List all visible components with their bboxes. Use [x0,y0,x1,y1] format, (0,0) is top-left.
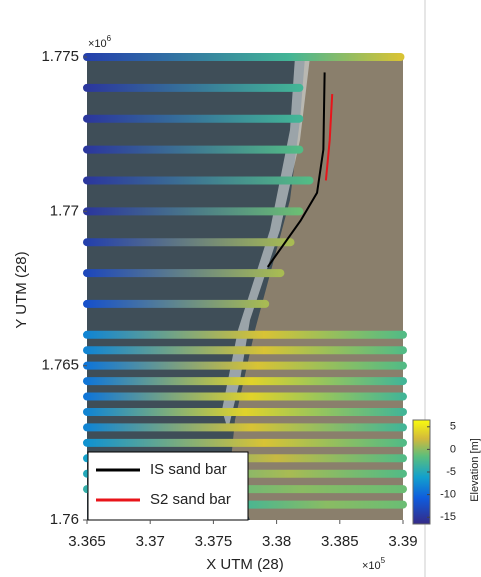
y-tick-label: 1.77 [50,202,79,219]
y-axis-label: Y UTM (28) [13,251,30,328]
x-multiplier-base: ×10 [362,560,381,572]
chart: ×106 ×105 X UTM (28) Y UTM (28) Elevatio… [0,0,481,577]
colorbar-label: Elevation [m] [469,438,481,502]
x-tick-label: 3.39 [388,533,417,550]
y-multiplier-power: 6 [107,34,112,43]
legend: IS sand bar S2 sand bar [88,452,248,520]
x-tick-label: 3.38 [262,533,291,550]
x-tick-label: 3.375 [195,533,233,550]
x-axis-label: X UTM (28) [206,556,284,573]
legend-label: S2 sand bar [150,491,231,508]
x-tick-label: 3.365 [68,533,106,550]
colorbar-tick-label: -10 [440,489,456,501]
colorbar-tick-label: -5 [446,466,456,478]
y-multiplier: ×106 [88,34,112,50]
colorbar-tick-label: 0 [450,443,456,455]
x-multiplier: ×105 [362,556,386,572]
y-tick-label: 1.775 [41,48,79,65]
orthophoto [87,57,403,520]
x-tick-label: 3.37 [136,533,165,550]
y-tick-label: 1.76 [50,511,79,528]
y-tick-label: 1.765 [41,357,79,374]
legend-label: IS sand bar [150,461,227,478]
y-multiplier-base: ×10 [88,38,107,50]
colorbar-tick-label: -15 [440,511,456,523]
x-tick-label: 3.385 [321,533,359,550]
colorbar-tick-label: 5 [450,421,456,433]
x-multiplier-power: 5 [381,556,386,565]
